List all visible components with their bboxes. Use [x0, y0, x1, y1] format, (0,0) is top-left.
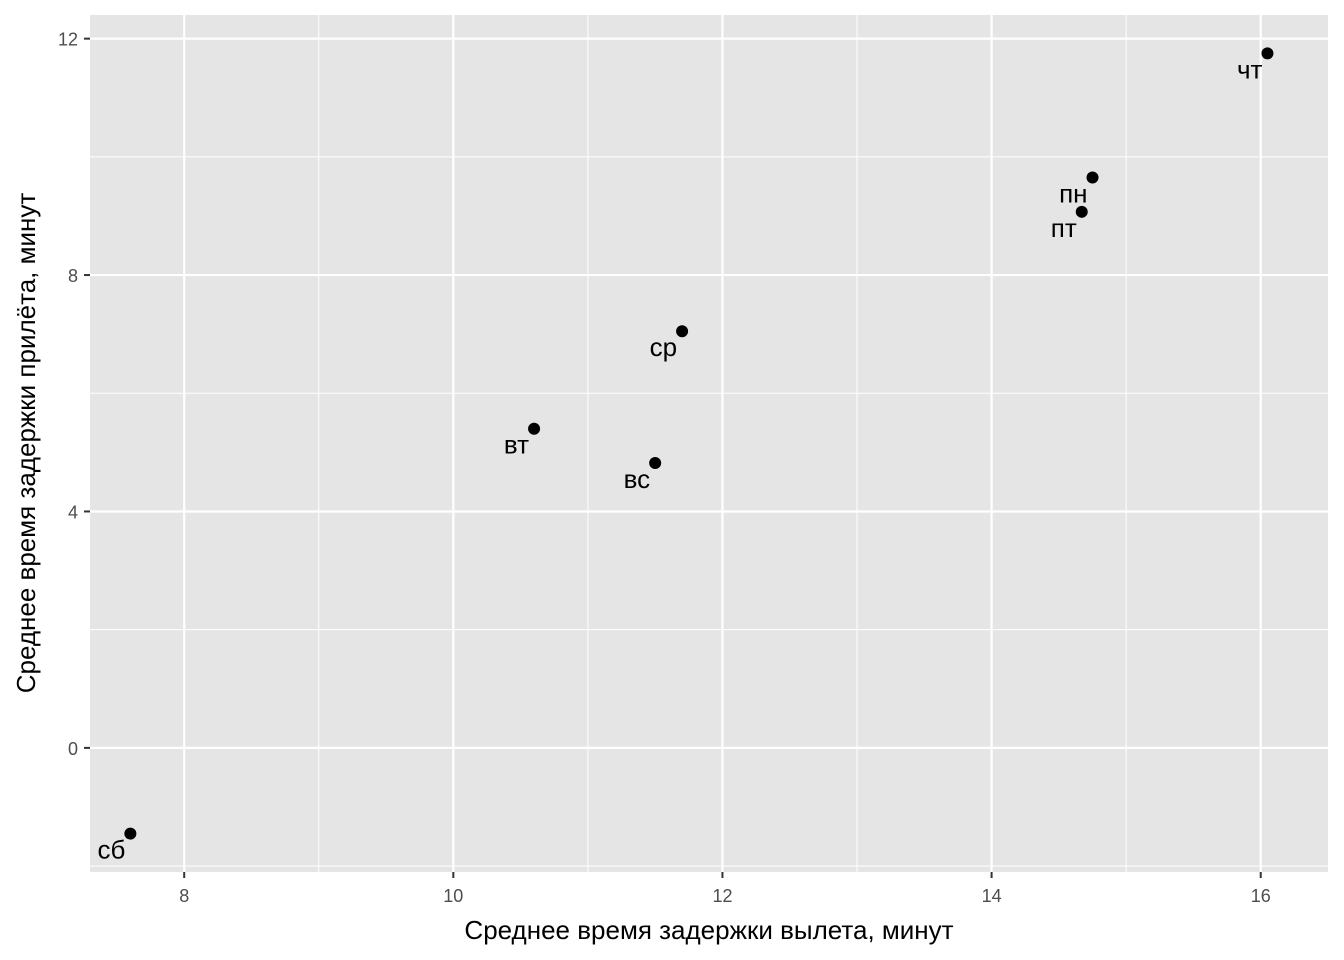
point-label: вс — [624, 464, 651, 494]
data-point — [1075, 205, 1088, 218]
point-label: вт — [504, 430, 529, 460]
y-tick-label: 8 — [68, 266, 78, 286]
x-tick-label: 16 — [1251, 886, 1271, 906]
point-label: чт — [1237, 54, 1263, 84]
minor-gridlines — [90, 15, 1328, 872]
point-label: ср — [650, 332, 677, 362]
x-axis-title: Среднее время задержки вылета, минут — [464, 915, 953, 945]
y-tick-label: 4 — [68, 502, 78, 522]
y-tick-label: 0 — [68, 739, 78, 759]
data-points — [124, 47, 1274, 840]
point-label: сб — [97, 835, 125, 865]
data-point — [649, 457, 662, 470]
data-point — [676, 325, 689, 338]
point-label: пт — [1051, 213, 1077, 243]
y-axis-title: Среднее время задержки прилёта, минут — [11, 193, 41, 694]
data-point — [528, 422, 541, 435]
data-point — [1086, 171, 1099, 184]
x-tick-label: 14 — [982, 886, 1002, 906]
x-tick-label: 12 — [712, 886, 732, 906]
point-label: пн — [1059, 179, 1087, 209]
data-point — [124, 827, 137, 840]
axis-ticks — [84, 37, 1262, 878]
x-tick-label: 8 — [179, 886, 189, 906]
y-axis-tick-labels: 0 4 8 12 — [58, 30, 78, 759]
x-tick-label: 10 — [443, 886, 463, 906]
point-labels: сб вт вс ср пт пн чт — [97, 54, 1262, 864]
data-point — [1261, 47, 1274, 60]
plot-panel — [90, 15, 1328, 872]
x-axis-tick-labels: 8 10 12 14 16 — [179, 886, 1271, 906]
y-tick-label: 12 — [58, 30, 78, 50]
major-gridlines — [90, 15, 1328, 872]
